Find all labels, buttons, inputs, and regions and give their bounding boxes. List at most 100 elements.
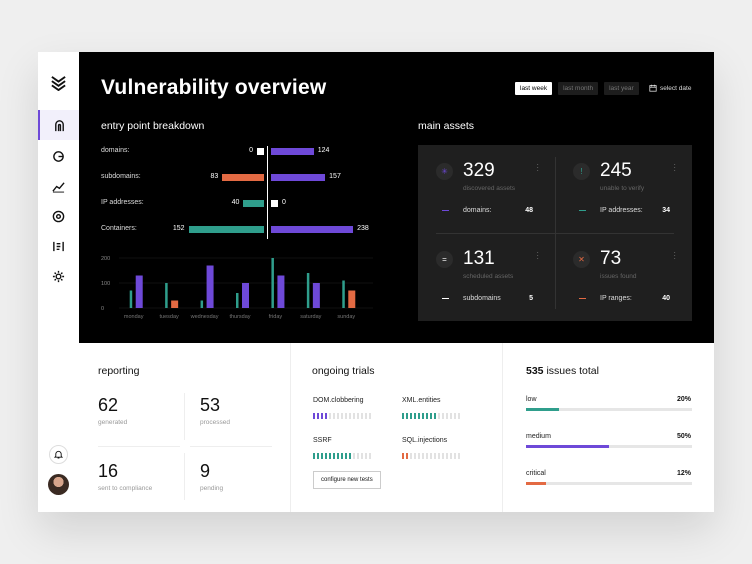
stat-label: processed — [200, 419, 230, 426]
chart-bar — [171, 300, 179, 308]
more-icon[interactable]: · · · — [536, 160, 539, 175]
progress-tick — [458, 453, 460, 459]
logo-icon[interactable] — [50, 74, 67, 91]
progress-tick — [313, 413, 315, 419]
select-date-button[interactable]: select date — [649, 84, 691, 92]
progress-tick — [402, 413, 404, 419]
left-bar — [243, 200, 264, 207]
progress-tick — [410, 413, 412, 419]
more-icon[interactable]: · · · — [673, 248, 676, 263]
list-icon — [53, 241, 64, 251]
x-tick-label: saturday — [300, 314, 321, 320]
chart-bar — [200, 300, 204, 308]
spark-icon: ✳ — [436, 163, 453, 180]
more-icon[interactable]: · · · — [536, 248, 539, 263]
chart-bar — [206, 265, 214, 308]
reporting-card: reporting 62 generated 53 — [79, 343, 290, 512]
exclamation-icon: ! — [573, 163, 590, 180]
asset-caption: unable to verify — [600, 185, 645, 192]
right-value: 124 — [317, 147, 330, 154]
filter-last-week[interactable]: last week — [515, 82, 553, 95]
asset-card[interactable]: ! 245 unable to verify · · · IP addresses: 34 — [555, 145, 692, 233]
progress-tick — [349, 413, 351, 419]
issue-bar-track — [526, 408, 692, 411]
trial-name: SSRF — [313, 437, 332, 444]
right-bar — [271, 200, 278, 207]
bell-icon — [54, 450, 63, 459]
progress-tick — [353, 413, 355, 419]
main-assets-panel: ✳ 329 discovered assets · · · domains: 48! 245 un… — [418, 145, 692, 321]
divider — [290, 343, 291, 512]
chart-bar — [242, 283, 249, 308]
progress-tick — [438, 453, 440, 459]
progress-tick — [434, 413, 436, 419]
trial-progress — [402, 453, 460, 459]
bottom-section: reporting 62 generated 53 — [79, 343, 714, 512]
nav-reports[interactable] — [38, 141, 79, 171]
more-icon[interactable]: · · · — [673, 160, 676, 175]
progress-tick — [337, 453, 339, 459]
configure-tests-button[interactable]: configure new tests — [313, 471, 381, 489]
entry-label: Containers: — [101, 225, 137, 232]
issue-label: low — [526, 396, 537, 403]
target-icon — [52, 210, 65, 222]
progress-tick — [349, 453, 351, 459]
divider — [190, 446, 272, 447]
progress-tick — [325, 453, 327, 459]
gear-icon — [52, 270, 65, 282]
nav-settings[interactable] — [38, 261, 79, 291]
progress-tick — [361, 453, 363, 459]
stat-label: generated — [98, 419, 128, 426]
nav-overview[interactable] — [38, 110, 79, 140]
trial-progress — [402, 413, 460, 419]
asset-card[interactable]: ✕ 73 issues found · · · IP ranges: 40 — [555, 233, 692, 321]
progress-tick — [430, 413, 432, 419]
right-value: 0 — [282, 199, 286, 206]
time-filters: last week last month last year — [515, 82, 639, 95]
trial-progress — [313, 413, 371, 419]
left-value: 40 — [231, 199, 240, 206]
progress-tick — [341, 413, 343, 419]
asset-label: IP addresses: — [600, 207, 643, 214]
notifications-button[interactable] — [49, 445, 68, 464]
asset-value: 245 — [600, 160, 632, 181]
nav-trends[interactable] — [38, 171, 79, 201]
chart-bar — [342, 280, 345, 308]
trial-progress — [313, 453, 371, 459]
issues-title: 535 issues total — [526, 365, 599, 377]
asset-label: subdomains — [463, 295, 501, 302]
nav-logs[interactable] — [38, 231, 79, 261]
weekly-bar-chart: 200 100 0 monday tuesday wednesday thursday fri… — [101, 256, 373, 320]
asset-label: IP ranges: — [600, 295, 632, 302]
progress-tick — [450, 453, 452, 459]
reporting-title: reporting — [98, 365, 140, 377]
y-tick-label: 200 — [101, 256, 110, 262]
asset-card[interactable]: ✳ 329 discovered assets · · · domains: 48 — [418, 145, 555, 233]
entry-label: subdomains: — [101, 173, 141, 180]
chart-bar — [306, 273, 310, 308]
progress-tick — [337, 413, 339, 419]
calendar-icon — [649, 84, 657, 92]
progress-tick — [450, 413, 452, 419]
trial-name: DOM.clobbering — [313, 397, 364, 404]
filter-last-month[interactable]: last month — [558, 82, 599, 95]
x-tick-label: sunday — [337, 314, 355, 320]
asset-marker — [442, 210, 449, 211]
issues-card: 535 issues total low 20% medium 50% critical… — [503, 343, 714, 512]
left-bar — [188, 226, 264, 233]
avatar[interactable] — [48, 474, 69, 495]
close-icon: ✕ — [573, 251, 590, 268]
trial-name: SQL.injections — [402, 437, 448, 444]
right-bar — [271, 148, 314, 155]
asset-count: 48 — [525, 207, 533, 214]
issues-title-suffix: issues total — [543, 365, 599, 377]
chart-bar — [312, 283, 320, 308]
trials-card: ongoing trials configure new tests DOM.c… — [291, 343, 502, 512]
filter-last-year[interactable]: last year — [604, 82, 639, 95]
chart-bar — [236, 293, 239, 308]
issue-bar-fill — [526, 445, 609, 448]
progress-tick — [410, 453, 412, 459]
progress-tick — [325, 413, 327, 419]
asset-card[interactable]: = 131 scheduled assets · · · subdomains 5 — [418, 233, 555, 321]
nav-targets[interactable] — [38, 201, 79, 231]
